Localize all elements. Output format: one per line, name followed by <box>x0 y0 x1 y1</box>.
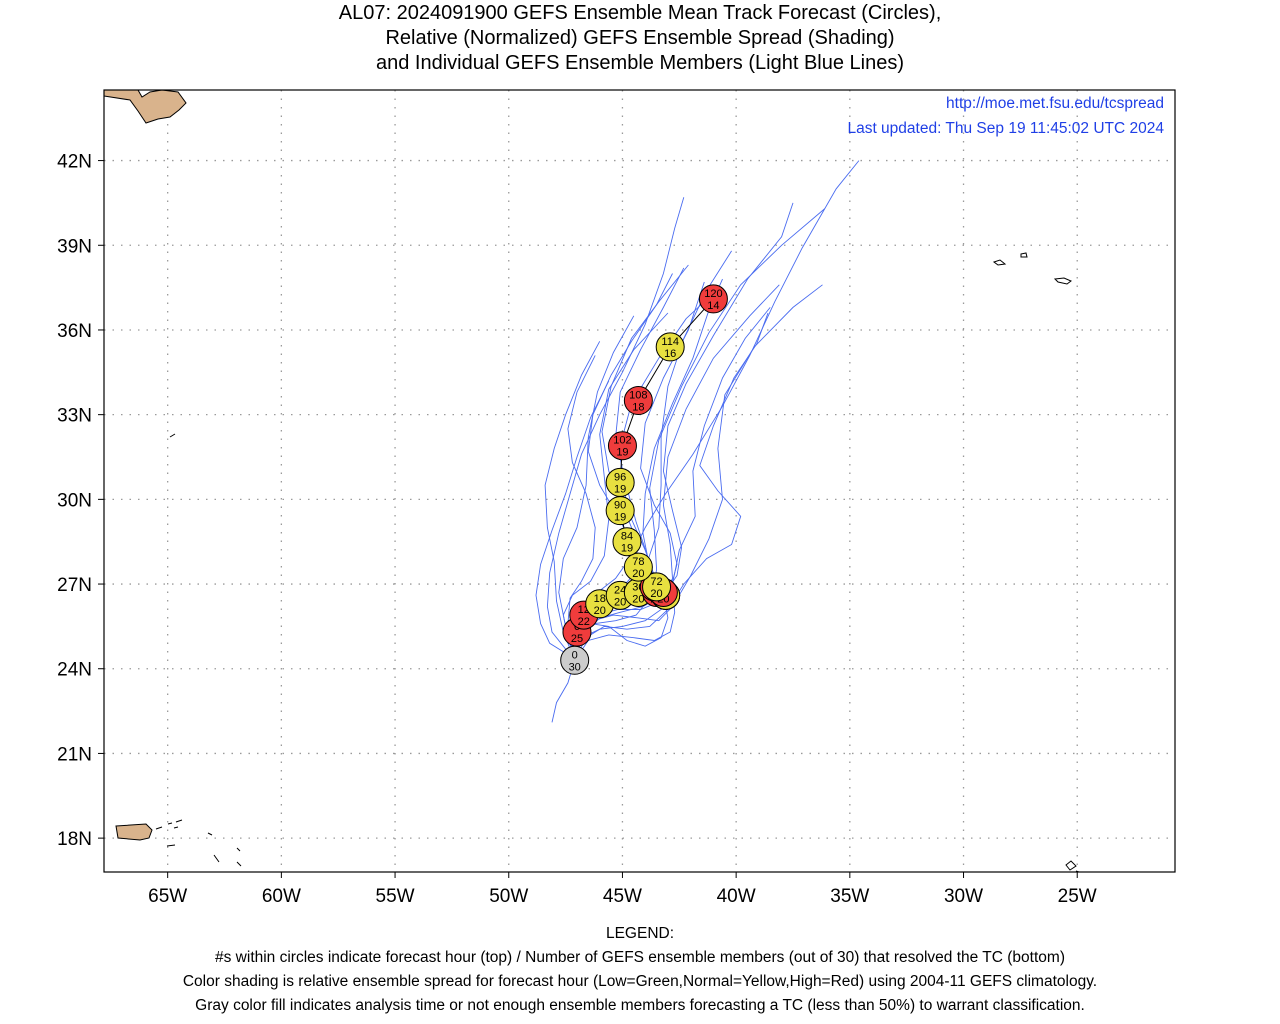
forecast-point: 030 <box>560 645 590 675</box>
lat-tick-label: 27N <box>57 575 92 596</box>
forecast-hour: 84 <box>621 531 633 543</box>
lat-tick-label: 21N <box>57 744 92 765</box>
map-frame <box>103 89 1176 873</box>
forecast-hour: 96 <box>614 471 626 483</box>
lon-tick-label: 45W <box>603 886 642 907</box>
lon-tick-label: 30W <box>944 886 983 907</box>
bermuda-land <box>169 433 176 438</box>
member-track <box>535 380 610 661</box>
forecast-circle <box>612 527 642 557</box>
forecast-hour: 114 <box>661 336 679 348</box>
member-count: 19 <box>616 447 628 459</box>
member-count: 22 <box>578 616 590 628</box>
graticule <box>104 90 1175 872</box>
forecast-circle <box>607 431 637 461</box>
forecast-circle <box>655 332 685 362</box>
member-track <box>558 315 635 661</box>
forecast-hour: 108 <box>629 390 647 402</box>
member-count: 20 <box>632 594 644 606</box>
title-line-1: AL07: 2024091900 GEFS Ensemble Mean Trac… <box>338 2 942 24</box>
forecast-circle <box>623 552 653 582</box>
info-updated: Last updated: Thu Sep 19 11:45:02 UTC 20… <box>847 120 1164 137</box>
newfoundland-land <box>104 90 187 124</box>
member-count: 25 <box>571 633 583 645</box>
member-track <box>574 202 794 661</box>
member-count: 18 <box>632 402 644 414</box>
legend-line-3: Gray color fill indicates analysis time … <box>195 997 1085 1014</box>
member-track <box>574 312 769 661</box>
longitude-labels: 65W 60W 55W 50W 45W 40W 35W 30W 25W <box>148 872 1097 907</box>
land-masses <box>104 90 1080 872</box>
forecast-hour: 102 <box>613 435 631 447</box>
legend-heading: LEGEND: <box>605 925 675 942</box>
member-count: 20 <box>594 605 606 617</box>
member-track <box>567 355 596 661</box>
member-track <box>574 208 826 661</box>
member-count: 20 <box>650 588 662 600</box>
lon-tick-label: 60W <box>262 886 301 907</box>
azores-land <box>992 252 1072 285</box>
lat-tick-label: 24N <box>57 660 92 681</box>
legend-line-1: #s within circles indicate forecast hour… <box>215 949 1065 966</box>
lon-tick-label: 65W <box>148 886 187 907</box>
lon-tick-label: 40W <box>717 886 756 907</box>
title-line-3: and Individual GEFS Ensemble Members (Li… <box>375 52 905 74</box>
lon-tick-label: 35W <box>830 886 869 907</box>
lat-tick-label: 39N <box>57 236 92 257</box>
forecast-hour: 120 <box>704 288 722 300</box>
lon-tick-label: 55W <box>376 886 415 907</box>
member-count: 19 <box>614 512 626 524</box>
member-count: 20 <box>614 596 626 608</box>
forecast-hour: 24 <box>614 584 626 596</box>
lat-tick-label: 42N <box>57 152 92 173</box>
virgin-islands-land <box>155 819 242 867</box>
forecast-hour: 18 <box>594 593 606 605</box>
title-line-2: Relative (Normalized) GEFS Ensemble Spre… <box>385 27 895 49</box>
latitude-labels: 18N 21N 24N 27N 30N 33N 36N 39N 42N <box>57 152 104 850</box>
info-url[interactable]: http://moe.met.fsu.edu/tcspread <box>946 95 1164 112</box>
lon-tick-label: 25W <box>1058 886 1097 907</box>
member-count: 30 <box>569 661 581 673</box>
member-count: 16 <box>664 348 676 360</box>
forecast-circle <box>605 467 635 497</box>
map-background <box>104 90 1175 872</box>
puerto-rico-land <box>115 823 153 841</box>
member-count: 14 <box>707 300 719 312</box>
member-count: 19 <box>614 483 626 495</box>
lat-tick-label: 33N <box>57 406 92 427</box>
lat-tick-label: 30N <box>57 490 92 511</box>
lat-tick-label: 18N <box>57 829 92 850</box>
forecast-hour: 90 <box>614 500 626 512</box>
lat-tick-label: 36N <box>57 321 92 342</box>
lon-tick-label: 50W <box>489 886 528 907</box>
forecast-circle <box>642 572 672 602</box>
mean-track-circles: 0306251222182024203020362042204820542060… <box>560 284 728 675</box>
member-count: 20 <box>632 568 644 580</box>
forecast-hour: 72 <box>650 576 662 588</box>
legend-line-2: Color shading is relative ensemble sprea… <box>182 973 1098 990</box>
forecast-hour: 0 <box>572 649 578 661</box>
member-track <box>574 281 705 661</box>
ensemble-member-tracks <box>535 160 860 723</box>
member-track <box>544 341 601 661</box>
forecast-circle <box>623 386 653 416</box>
member-count: 19 <box>621 543 633 555</box>
member-track <box>546 197 685 661</box>
forecast-circle <box>698 284 728 314</box>
forecast-hour: 78 <box>632 556 644 568</box>
